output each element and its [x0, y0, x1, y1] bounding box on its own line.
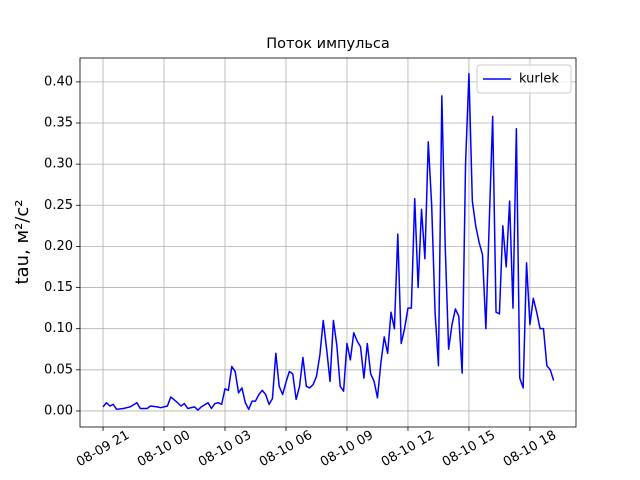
x-tick-label: 08-10 03 [196, 428, 254, 470]
x-tick-label: 08-10 00 [135, 428, 193, 470]
x-tick-label: 08-09 21 [74, 428, 132, 470]
y-tick-label: 0.20 [44, 239, 73, 254]
x-tick-label: 08-10 15 [440, 428, 498, 470]
legend-box [476, 64, 572, 94]
y-tick-label: 0.25 [44, 198, 73, 213]
chart-title: Поток импульса [266, 36, 390, 52]
y-tick-label: 0.40 [44, 74, 73, 89]
plot-frame [79, 57, 577, 428]
legend: kurlek [476, 64, 572, 94]
x-tick-label: 08-10 09 [318, 428, 376, 470]
x-tick-label: 08-10 12 [379, 428, 437, 470]
y-tick-label: 0.00 [44, 403, 73, 418]
legend-label: kurlek [519, 72, 559, 87]
y-tick-label: 0.30 [44, 157, 73, 172]
y-tick-label: 0.05 [44, 362, 73, 377]
y-axis-label: tau, м²/с² [12, 200, 33, 285]
y-tick-label: 0.10 [44, 321, 73, 336]
data-line [102, 72, 555, 411]
y-tick-label: 0.35 [44, 115, 73, 130]
y-tick-label: 0.15 [44, 280, 73, 295]
x-tick-label: 08-10 18 [501, 428, 559, 470]
x-tick-label: 08-10 06 [257, 428, 315, 470]
